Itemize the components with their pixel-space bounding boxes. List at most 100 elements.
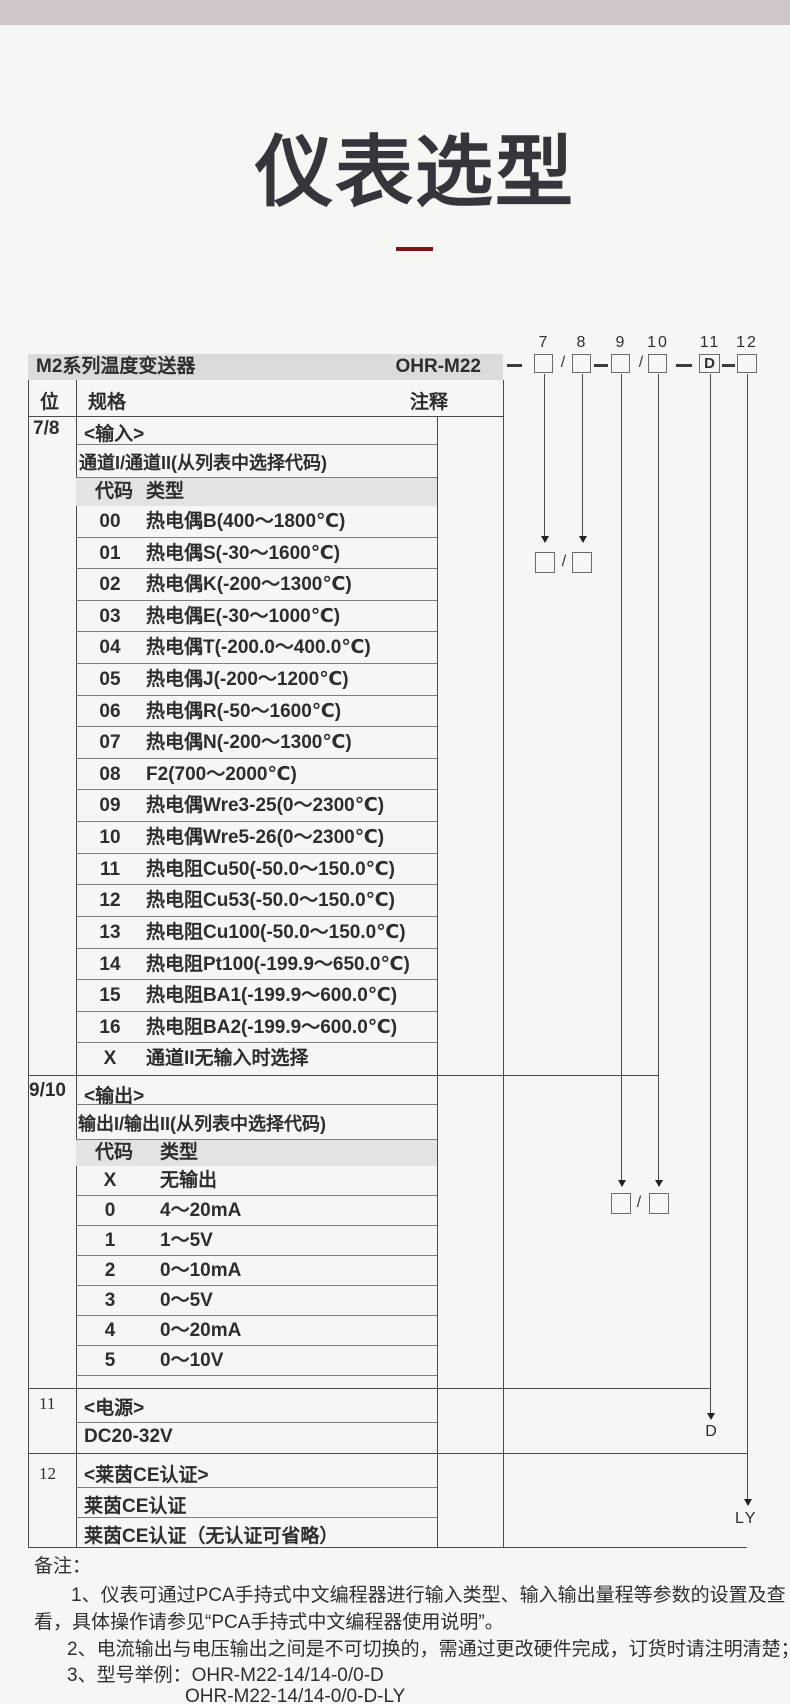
code-dash [594, 364, 608, 367]
row-type: 热电阻Cu50(-50.0～150.0℃) [146, 858, 395, 880]
drop-line-7 [544, 374, 545, 536]
code-digit-8: 8 [576, 334, 588, 351]
row-code: 13 [99, 921, 121, 943]
series-label: M2系列温度变送器 [36, 356, 196, 377]
ce-code-label: LY [735, 1510, 758, 1527]
code-dash [507, 364, 522, 367]
page-title: 仪表选型 [254, 128, 575, 216]
table-row: 2 0～10mA [76, 1256, 437, 1286]
code-box-12 [737, 354, 757, 373]
table-row: 04 热电偶T(-200.0～400.0℃) [76, 632, 437, 665]
table-row: 15 热电阻BA1(-199.9～600.0℃) [76, 980, 437, 1012]
note-line: 3、型号举例：OHR-M22-14/14-0/0-D [67, 1665, 384, 1686]
table-row: 11 热电阻Cu50(-50.0～150.0℃) [76, 854, 437, 886]
table-row: 0 4～20mA [76, 1196, 437, 1226]
row-type: 热电偶T(-200.0～400.0℃) [146, 637, 371, 659]
row-code: 15 [99, 985, 121, 1007]
output-pair-slash: / [636, 1194, 642, 1211]
ce-option-1: 莱茵CE认证 [84, 1496, 187, 1517]
code-header-code: 代码 [95, 481, 134, 502]
table-row: 03 热电偶E(-30～1000℃) [76, 601, 437, 633]
table-row: 06 热电偶R(-50～1600℃) [76, 696, 437, 728]
row-code: 4 [104, 1320, 116, 1341]
row-border [76, 477, 437, 478]
table-row: 12 热电阻Cu53(-50.0～150.0℃) [76, 885, 437, 917]
note-line: 2、电流输出与电压输出之间是不可切换的，需通过更改硬件完成，订货时请注明清楚； [67, 1639, 790, 1660]
code-digit-12: 12 [736, 334, 758, 351]
row-code: 08 [99, 763, 121, 785]
row-code: X [103, 1048, 117, 1070]
row-type: 热电偶Wre5-26(0～2300℃) [146, 827, 385, 849]
code-box-9 [611, 354, 630, 373]
row-code: 06 [99, 700, 121, 722]
code-box-10 [648, 354, 667, 373]
column-header-pos: 位 [40, 392, 60, 413]
table-left-border [28, 380, 29, 1548]
code-slash: / [638, 354, 644, 371]
code-digit-10: 10 [647, 334, 669, 351]
drop-line-11 [710, 374, 711, 1413]
table-row: 3 0～5V [76, 1286, 437, 1316]
section-title-output: <输出> [84, 1086, 145, 1107]
table-row: 05 热电偶J(-200～1200℃) [76, 664, 437, 696]
code-header-code: 代码 [95, 1142, 134, 1163]
header-row-border [28, 416, 503, 417]
title-underline [396, 247, 433, 251]
input-code-rows: 00 热电偶B(400～1800℃) 01 热电偶S(-30～1600℃) 02… [76, 506, 437, 1075]
row-code: 02 [99, 574, 121, 596]
row-border [76, 1517, 437, 1518]
row-code: X [103, 1170, 117, 1191]
code-header-band-output: 代码 类型 [76, 1140, 437, 1166]
row-type: 无输出 [160, 1170, 218, 1191]
code-dash [676, 364, 692, 367]
row-code: 09 [99, 795, 121, 817]
row-code: 10 [99, 827, 121, 849]
table-row: 1 1～5V [76, 1226, 437, 1256]
row-type: 热电阻Pt100(-199.9～650.0℃) [146, 953, 410, 975]
spec-column-border [437, 416, 438, 1548]
row-type: 热电阻BA1(-199.9～600.0℃) [146, 985, 398, 1007]
column-header-spec: 规格 [88, 392, 127, 413]
section-pos-12: 12 [39, 1464, 56, 1483]
row-code: 11 [99, 858, 121, 880]
row-code: 14 [99, 953, 121, 975]
ce-option-2: 莱茵CE认证（无认证可省略） [84, 1526, 339, 1547]
input-pair-slash: / [561, 553, 567, 570]
code-box-11: D [699, 354, 720, 373]
table-row: 16 热电阻BA2(-199.9～600.0℃) [76, 1012, 437, 1044]
model-number: OHR-M22 [395, 356, 481, 377]
section-subtitle-input: 通道I/通道II(从列表中选择代码) [79, 453, 327, 473]
top-accent-bar [0, 0, 790, 25]
code-box-7 [534, 354, 553, 373]
code-digit-7: 7 [538, 334, 550, 351]
table-row: 09 热电偶Wre3-25(0～2300℃) [76, 790, 437, 823]
section-pos-7-8: 7/8 [33, 418, 60, 439]
input-code-box-1 [535, 552, 555, 573]
row-code: 1 [104, 1230, 116, 1251]
row-code: 03 [99, 605, 121, 627]
table-row: 08 F2(700～2000℃) [76, 759, 437, 791]
arrow-down-icon [618, 1180, 626, 1187]
row-type: 热电偶R(-50～1600℃) [146, 700, 342, 722]
drop-line-12 [747, 374, 748, 1499]
row-type: 热电阻BA2(-199.9～600.0℃) [146, 1016, 398, 1038]
product-header-bar: M2系列温度变送器 OHR-M22 [28, 354, 503, 380]
row-code: 12 [99, 890, 121, 912]
row-code: 16 [99, 1016, 121, 1038]
row-code: 3 [104, 1290, 116, 1311]
note-line: OHR-M22-14/14-0/0-D-LY [185, 1686, 406, 1704]
table-row: 07 热电偶N(-200～1300℃) [76, 727, 437, 759]
row-border [76, 1487, 437, 1488]
code-digit-11: 11 [699, 334, 721, 351]
row-code: 07 [99, 732, 121, 754]
power-spec: DC20-32V [84, 1426, 173, 1447]
row-code: 01 [99, 542, 121, 564]
row-type: 通道II无输入时选择 [146, 1048, 309, 1070]
input-code-box-2 [572, 552, 592, 573]
row-type: 热电偶N(-200～1300℃) [146, 732, 352, 754]
code-header-type: 类型 [160, 1142, 199, 1163]
row-type: 0～10V [160, 1350, 224, 1371]
arrow-down-icon [744, 1499, 752, 1506]
note-line: 1、仪表可通过PCA手持式中文编程器进行输入类型、输入输出量程等参数的设置及查 [71, 1585, 786, 1606]
section-pos-11: 11 [39, 1394, 56, 1413]
